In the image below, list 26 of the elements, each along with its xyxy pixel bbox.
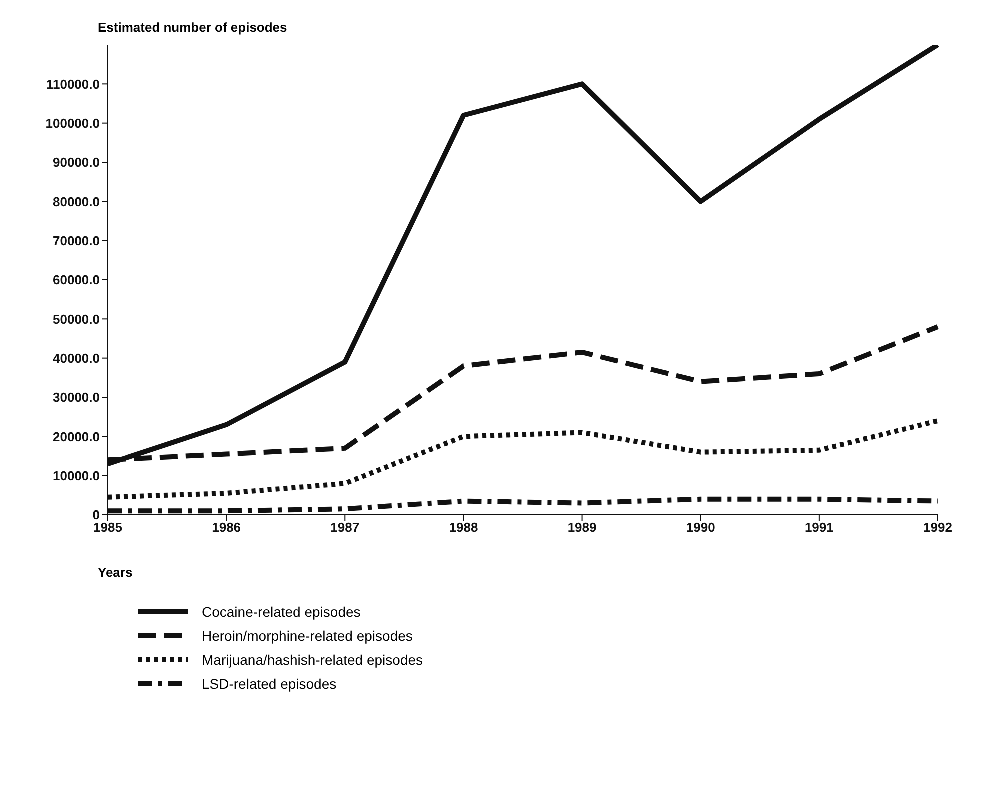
y-tick-label: 30000.0 bbox=[53, 390, 100, 406]
x-tick-label: 1992 bbox=[924, 520, 952, 536]
y-tick-label: 20000.0 bbox=[53, 429, 100, 444]
y-tick-label: 100000.0 bbox=[46, 116, 100, 131]
y-tick-label: 10000.0 bbox=[53, 468, 100, 484]
y-tick-label: 0 bbox=[92, 508, 100, 523]
y-tick-label: 90000.0 bbox=[53, 155, 100, 170]
y-tick-label: 80000.0 bbox=[53, 194, 100, 210]
x-tick-label: 1985 bbox=[94, 520, 122, 536]
legend-label: Marijuana/hashish-related episodes bbox=[202, 652, 424, 668]
y-tick-label: 70000.0 bbox=[53, 233, 100, 248]
x-tick-label: 1988 bbox=[449, 520, 478, 536]
x-tick-label: 1987 bbox=[330, 520, 360, 536]
y-tick-label: 60000.0 bbox=[53, 272, 100, 288]
x-axis-title: Years bbox=[98, 565, 134, 580]
x-tick-label: 1991 bbox=[804, 520, 834, 536]
y-axis-title: Estimated number of episodes bbox=[98, 20, 288, 35]
y-tick-label: 40000.0 bbox=[53, 350, 100, 366]
y-tick-label: 50000.0 bbox=[53, 312, 100, 327]
x-tick-label: 1986 bbox=[212, 520, 242, 536]
x-tick-label: 1989 bbox=[568, 520, 597, 536]
y-tick-label: 110000.0 bbox=[46, 76, 100, 92]
legend-label: LSD-related episodes bbox=[202, 676, 337, 692]
legend-label: Cocaine-related episodes bbox=[202, 604, 361, 620]
x-tick-label: 1990 bbox=[686, 520, 716, 536]
legend-label: Heroin/morphine-related episodes bbox=[202, 628, 413, 644]
